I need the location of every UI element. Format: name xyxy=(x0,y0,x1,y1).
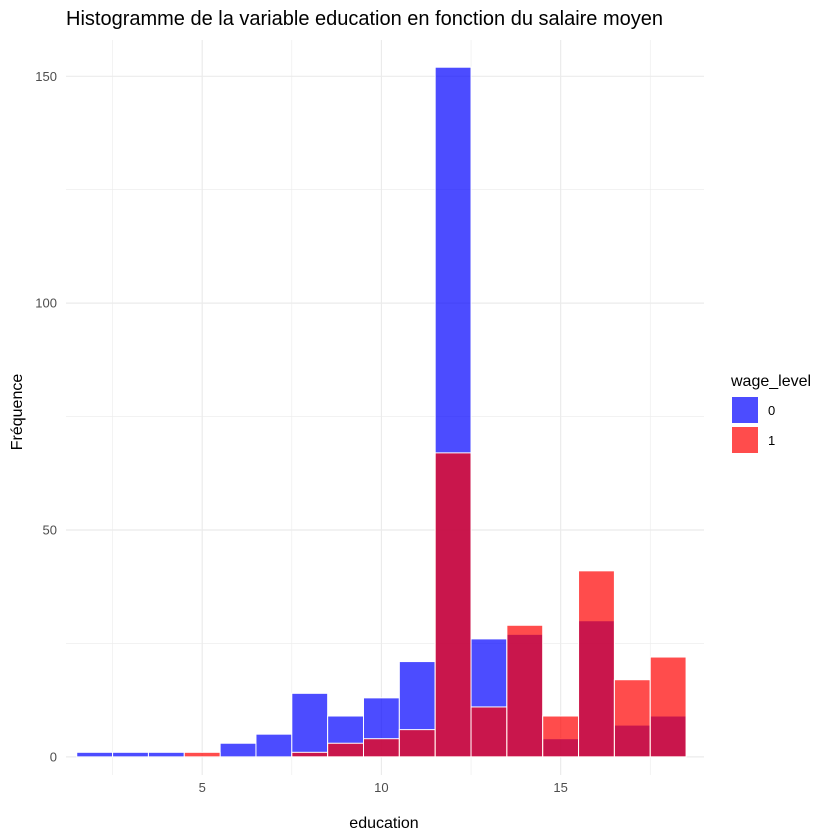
x-axis-title: education xyxy=(349,815,418,832)
bar-series-1-bin-17 xyxy=(613,679,651,758)
x-tick-label: 5 xyxy=(199,780,206,795)
bar-series-1-bin-14 xyxy=(506,624,544,758)
legend-label-0: 0 xyxy=(768,403,775,418)
bar-series-1-bin-10 xyxy=(362,738,400,758)
y-tick-label: 150 xyxy=(35,69,57,84)
bar-series-1-bin-5 xyxy=(183,751,221,758)
bar-series-0-bin-6 xyxy=(219,742,257,758)
bar-series-1-bin-8 xyxy=(291,751,329,758)
legend-swatch-1 xyxy=(732,427,758,453)
legend-label-1: 1 xyxy=(768,433,775,448)
chart-title: Histogramme de la variable education en … xyxy=(66,8,663,30)
bar-series-1-bin-11 xyxy=(398,729,436,758)
x-tick-label: 15 xyxy=(553,780,567,795)
bar-series-0-bin-2 xyxy=(76,751,114,758)
y-tick-label: 50 xyxy=(43,523,57,538)
bar-series-1-bin-12 xyxy=(434,452,472,758)
bar-series-1-bin-13 xyxy=(470,706,508,758)
y-axis-title: Fréquence xyxy=(9,374,26,451)
bar-series-1-bin-9 xyxy=(327,742,364,758)
bar-series-0-bin-4 xyxy=(147,751,185,758)
bar-series-1-bin-15 xyxy=(542,715,580,758)
x-tick-label: 10 xyxy=(374,780,388,795)
y-tick-labels: 0 50 100 150 xyxy=(35,69,57,765)
bar-series-0-bin-3 xyxy=(112,751,149,758)
bar-series-1-bin-18 xyxy=(649,656,687,758)
series-1-bars xyxy=(183,452,687,758)
bar-series-1-bin-16 xyxy=(578,570,615,758)
bar-series-0-bin-8 xyxy=(291,692,329,758)
y-tick-label: 100 xyxy=(35,296,57,311)
x-tick-labels: 5 10 15 xyxy=(199,780,568,795)
legend: wage_level 0 1 xyxy=(730,373,811,453)
bar-series-0-bin-7 xyxy=(255,733,293,758)
legend-swatch-0 xyxy=(732,397,758,423)
y-tick-label: 0 xyxy=(50,749,57,764)
legend-title: wage_level xyxy=(730,373,811,390)
